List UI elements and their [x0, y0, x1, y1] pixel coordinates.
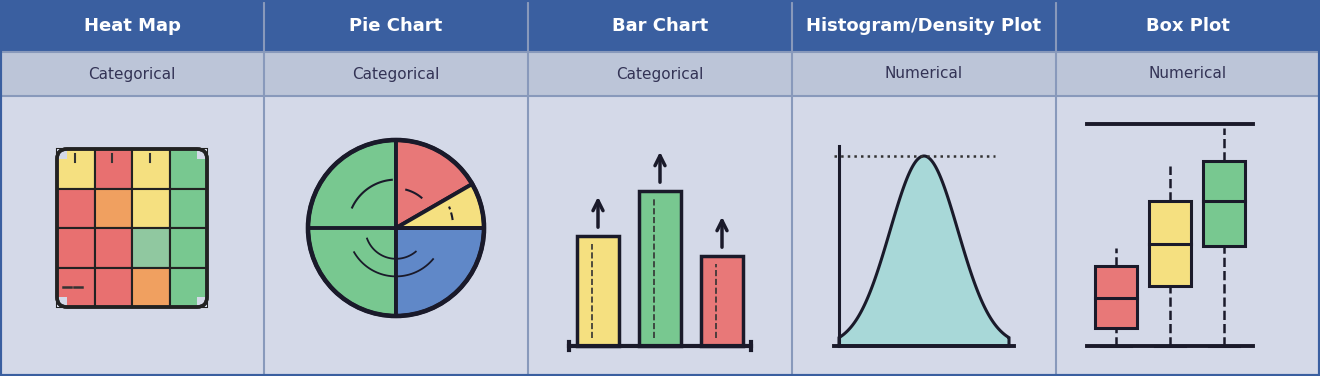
Bar: [169, 228, 207, 267]
Bar: [0, 96, 264, 376]
Bar: [95, 149, 132, 188]
Bar: [0, 0, 264, 52]
Text: Numerical: Numerical: [1148, 67, 1228, 82]
Text: Numerical: Numerical: [884, 67, 964, 82]
Bar: [57, 149, 67, 159]
Bar: [95, 267, 132, 307]
Bar: [264, 96, 528, 376]
Bar: [169, 267, 207, 307]
Bar: [577, 236, 619, 346]
Bar: [701, 256, 743, 346]
Bar: [792, 0, 1056, 52]
Bar: [639, 191, 681, 346]
Bar: [528, 52, 792, 96]
Bar: [57, 297, 67, 307]
Polygon shape: [840, 156, 1008, 346]
Bar: [169, 188, 207, 228]
Bar: [57, 267, 95, 307]
Wedge shape: [396, 184, 484, 228]
Bar: [197, 297, 207, 307]
Bar: [132, 188, 169, 228]
Bar: [0, 52, 264, 96]
Bar: [1203, 161, 1245, 246]
Text: Categorical: Categorical: [352, 67, 440, 82]
Bar: [197, 149, 207, 159]
Text: Bar Chart: Bar Chart: [612, 17, 708, 35]
Text: Heat Map: Heat Map: [83, 17, 181, 35]
Bar: [95, 228, 132, 267]
Wedge shape: [396, 140, 473, 228]
Text: Categorical: Categorical: [616, 67, 704, 82]
Wedge shape: [308, 140, 396, 316]
Bar: [264, 52, 528, 96]
Wedge shape: [396, 228, 484, 316]
Bar: [95, 188, 132, 228]
Text: Categorical: Categorical: [88, 67, 176, 82]
Bar: [1056, 96, 1320, 376]
Bar: [57, 149, 95, 188]
Text: Histogram/Density Plot: Histogram/Density Plot: [807, 17, 1041, 35]
Bar: [1056, 52, 1320, 96]
Bar: [1096, 266, 1137, 328]
Bar: [528, 0, 792, 52]
Bar: [792, 96, 1056, 376]
Bar: [57, 188, 95, 228]
Bar: [792, 52, 1056, 96]
Text: Pie Chart: Pie Chart: [350, 17, 442, 35]
Bar: [132, 149, 169, 188]
Bar: [132, 228, 169, 267]
Bar: [57, 228, 95, 267]
Bar: [1056, 0, 1320, 52]
Bar: [528, 96, 792, 376]
Bar: [169, 149, 207, 188]
Bar: [132, 267, 169, 307]
Bar: [264, 0, 528, 52]
Bar: [1148, 201, 1191, 286]
Text: Box Plot: Box Plot: [1146, 17, 1230, 35]
